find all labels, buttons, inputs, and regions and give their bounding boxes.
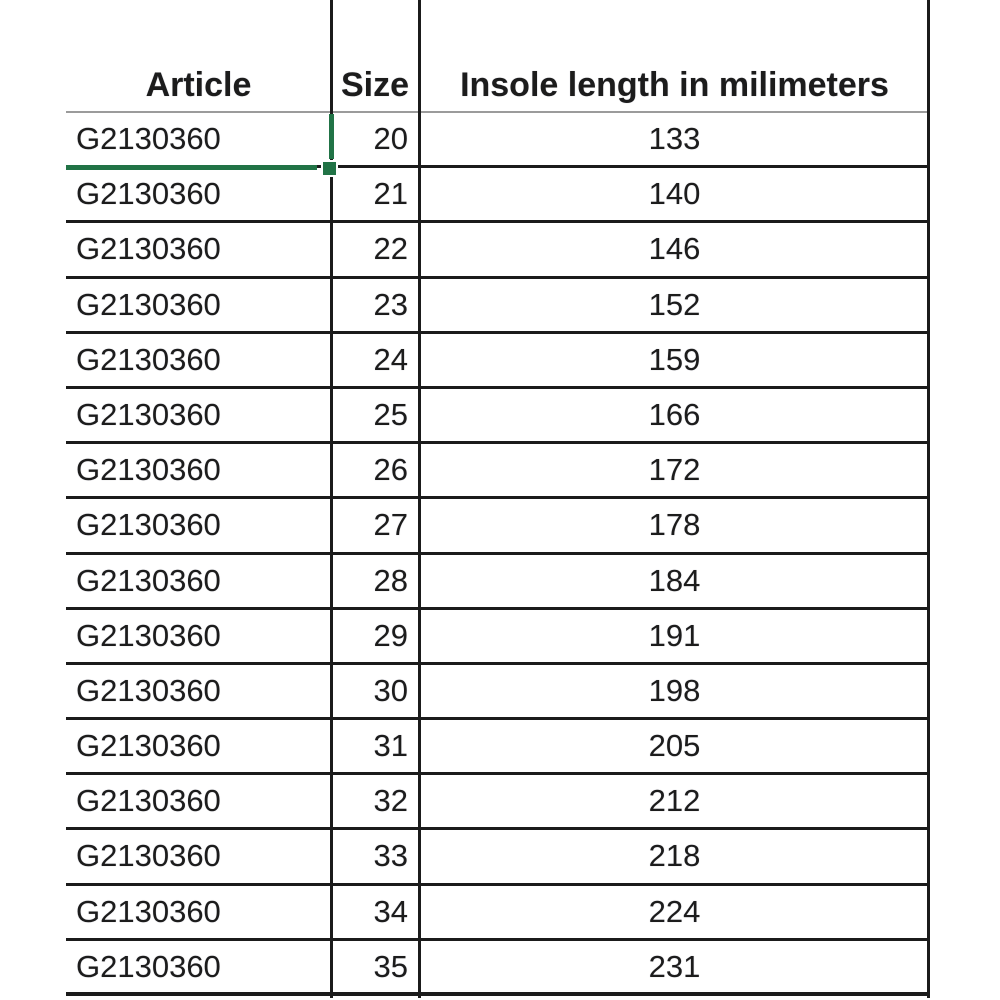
cell-insole-length[interactable]: 140 (648, 176, 701, 212)
cell-insole-length[interactable]: 172 (648, 452, 701, 488)
table-row: G2130360 24 159 (66, 334, 930, 389)
cell-size[interactable]: 31 (373, 728, 408, 764)
cell-size[interactable]: 30 (373, 672, 408, 708)
cell-article[interactable]: G2130360 (76, 562, 221, 598)
cell-size[interactable]: 22 (373, 231, 408, 267)
cell-size[interactable]: 28 (373, 562, 408, 598)
table-row: G2130360 23 152 (66, 279, 930, 334)
table-row: G2130360 27 178 (66, 499, 930, 555)
cell-size[interactable]: 35 (373, 948, 408, 984)
cell-size[interactable]: 34 (373, 893, 408, 929)
column-gridline-right-edge (927, 0, 930, 998)
table-row: G2130360 22 146 (66, 223, 930, 279)
cell-insole-length[interactable]: 218 (648, 838, 701, 874)
table-row: G2130360 31 205 (66, 720, 930, 776)
cell-article[interactable]: G2130360 (76, 728, 221, 764)
cell-insole-length[interactable]: 159 (648, 341, 701, 377)
cell-article[interactable]: G2130360 (76, 396, 221, 432)
cell-article[interactable]: G2130360 (76, 231, 221, 267)
table-header-row: Article Size Insole length in milimeters (66, 0, 930, 111)
cell-insole-length[interactable]: 231 (648, 948, 701, 984)
cell-article[interactable]: G2130360 (76, 452, 221, 488)
cell-size[interactable]: 26 (373, 452, 408, 488)
cell-article[interactable]: G2130360 (76, 176, 221, 212)
cell-article[interactable]: G2130360 (76, 617, 221, 653)
cell-insole-length[interactable]: 166 (648, 396, 701, 432)
cell-insole-length[interactable]: 212 (648, 783, 701, 819)
cell-size[interactable]: 23 (373, 286, 408, 322)
cell-size[interactable]: 21 (373, 176, 408, 212)
cell-size[interactable]: 32 (373, 783, 408, 819)
cell-insole-length[interactable]: 146 (648, 231, 701, 267)
header-bottom-rule (66, 111, 930, 113)
table-row: G2130360 33 218 (66, 830, 930, 886)
table-row: G2130360 28 184 (66, 555, 930, 610)
cell-size[interactable]: 33 (373, 838, 408, 874)
cell-article[interactable]: G2130360 (76, 507, 221, 543)
column-gridline-size-insole (418, 0, 421, 998)
cell-insole-length[interactable]: 152 (648, 286, 701, 322)
cell-article[interactable]: G2130360 (76, 341, 221, 377)
cell-insole-length[interactable]: 133 (648, 121, 701, 156)
table-row: G2130360 20 133 (66, 113, 930, 169)
column-header-article[interactable]: Article (145, 66, 252, 104)
table-row: G2130360 21 140 (66, 168, 930, 224)
cell-article[interactable]: G2130360 (76, 948, 221, 984)
cell-insole-length[interactable]: 224 (648, 893, 701, 929)
cell-size[interactable]: 25 (373, 396, 408, 432)
column-header-insole-length[interactable]: Insole length in milimeters (460, 66, 889, 104)
cell-article-selected[interactable]: G2130360 (76, 121, 221, 156)
cell-size[interactable]: 24 (373, 341, 408, 377)
cell-size[interactable]: 29 (373, 617, 408, 653)
column-header-size[interactable]: Size (340, 66, 410, 104)
cell-article[interactable]: G2130360 (76, 672, 221, 708)
cell-article[interactable]: G2130360 (76, 893, 221, 929)
table-row: G2130360 30 198 (66, 665, 930, 721)
cell-insole-length[interactable]: 205 (648, 728, 701, 764)
column-gridline-article-size (330, 0, 333, 998)
table-row: G2130360 25 166 (66, 389, 930, 445)
table-row: G2130360 35 231 (66, 941, 930, 996)
cell-insole-length[interactable]: 198 (648, 672, 701, 708)
selection-border-bottom (66, 165, 317, 170)
cell-article[interactable]: G2130360 (76, 783, 221, 819)
cell-size[interactable]: 27 (373, 507, 408, 543)
cell-article[interactable]: G2130360 (76, 838, 221, 874)
cell-insole-length[interactable]: 178 (648, 507, 701, 543)
cell-insole-length[interactable]: 191 (648, 617, 701, 653)
cell-article[interactable]: G2130360 (76, 286, 221, 322)
table-rows: G2130360 20 133 G2130360 21 140 G2130360 22 146 G… (66, 113, 930, 996)
fill-handle[interactable] (323, 162, 336, 175)
cell-insole-length[interactable]: 184 (648, 562, 701, 598)
cell-size[interactable]: 20 (373, 121, 408, 156)
table-row: G2130360 26 172 (66, 444, 930, 500)
selection-border-right (329, 114, 334, 159)
table-row: G2130360 34 224 (66, 886, 930, 941)
table-row: G2130360 32 212 (66, 775, 930, 831)
table-row: G2130360 29 191 (66, 610, 930, 665)
